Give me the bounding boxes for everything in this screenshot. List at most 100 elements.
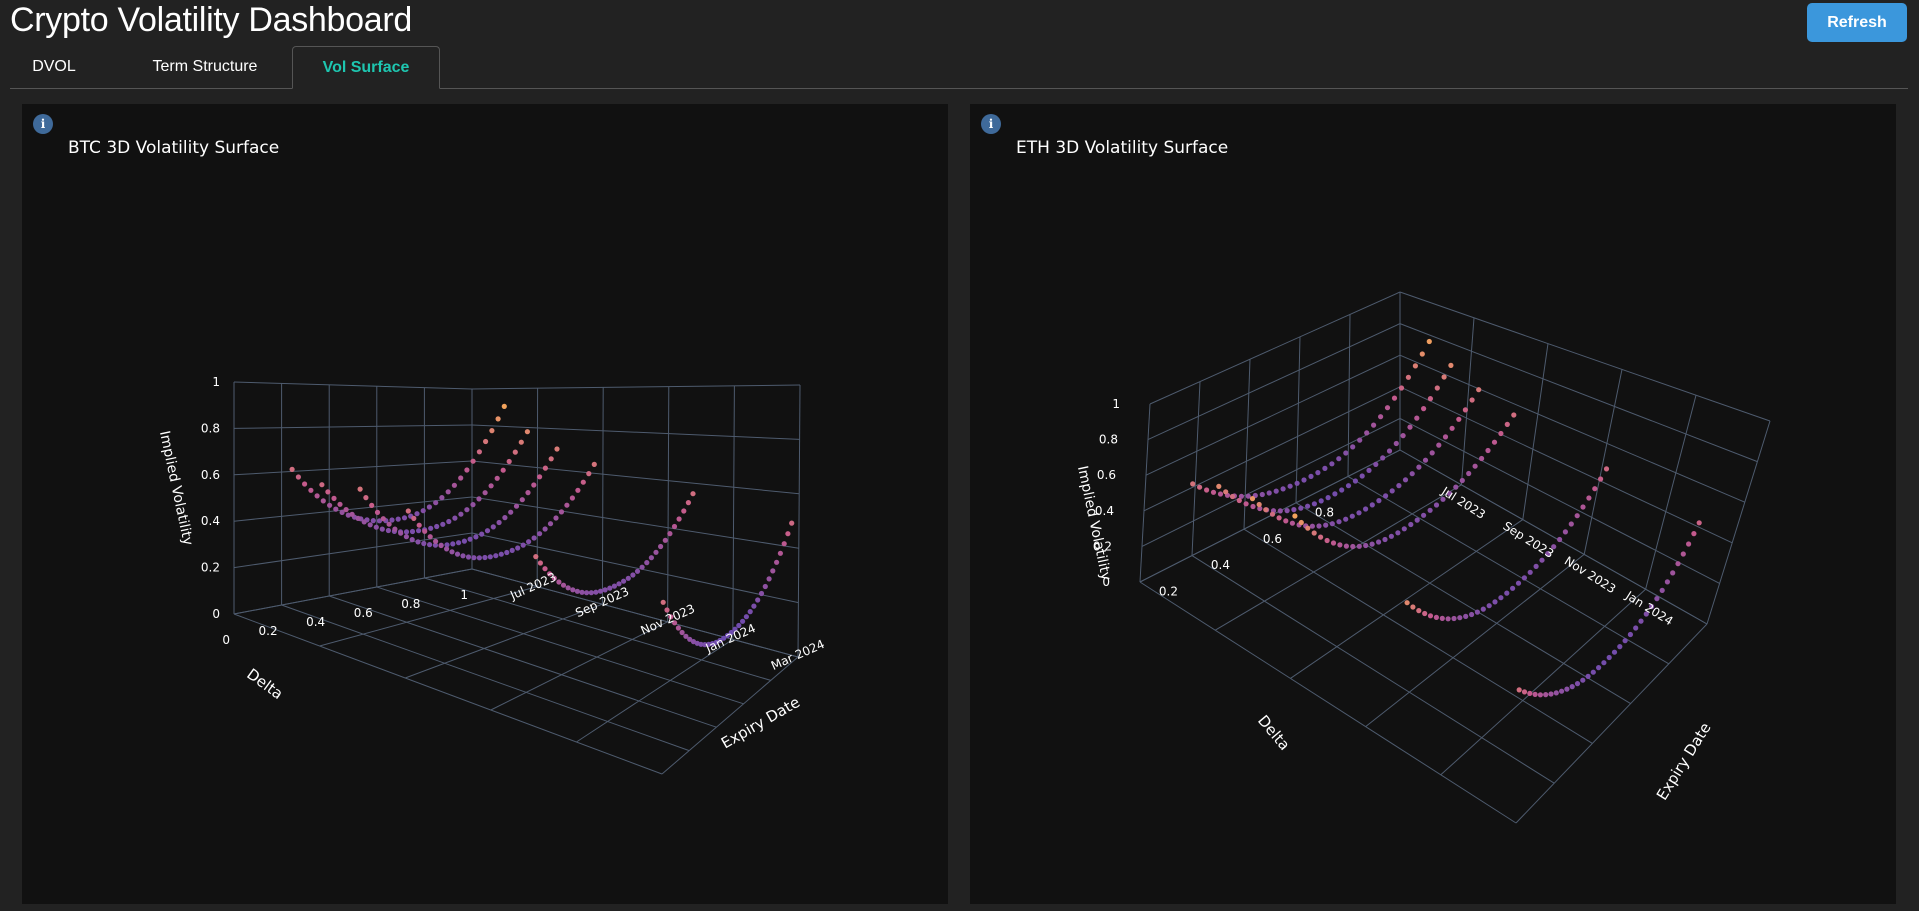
data-point: [1229, 493, 1236, 500]
data-point: [1545, 551, 1551, 557]
data-point: [513, 503, 520, 509]
data-point: [1277, 508, 1283, 514]
data-point: [524, 429, 530, 435]
data-point: [1590, 669, 1596, 675]
data-point: [542, 526, 548, 532]
data-point: [496, 519, 502, 526]
tab-dvol[interactable]: DVOL: [32, 58, 76, 75]
data-point: [515, 545, 521, 551]
grid-line: [281, 604, 690, 752]
data-point: [1259, 491, 1265, 498]
data-point: [494, 475, 500, 481]
tick-label: 0.4: [1211, 558, 1230, 572]
data-point: [1440, 496, 1446, 502]
data-points[interactable]: [289, 403, 795, 648]
data-point: [537, 474, 543, 480]
data-point: [531, 535, 537, 541]
data-point: [1336, 519, 1342, 525]
data-point: [1580, 504, 1586, 510]
data-point: [403, 534, 409, 540]
btc-surface-panel[interactable]: 0 0.2 0.4 0.6 0.8 1 0 0.2 0.4 0.6 0.8 1 Jul 2023 Sep …: [22, 104, 948, 904]
data-point: [470, 458, 476, 464]
data-point: [1378, 414, 1384, 420]
data-point: [736, 622, 742, 629]
data-point: [518, 439, 524, 445]
data-point: [1521, 689, 1528, 695]
grid-line: [667, 386, 670, 622]
data-point: [1363, 506, 1369, 512]
data-point: [717, 637, 723, 644]
data-point: [416, 528, 422, 534]
info-icon[interactable]: i: [33, 114, 53, 134]
data-point: [422, 528, 428, 534]
data-point: [1336, 456, 1342, 462]
data-point: [1548, 691, 1554, 697]
data-point: [385, 527, 391, 534]
grid-line: [1147, 323, 1401, 441]
data-point: [1603, 466, 1610, 472]
data-point: [1480, 606, 1486, 612]
data-point: [1686, 541, 1692, 547]
eth-surface-chart[interactable]: 0 0.2 0.4 0.6 0.8 1 0.2 0.4 0.6 0.8 Jul 2023 Sep 20…: [970, 104, 1896, 904]
data-point: [621, 578, 627, 584]
data-point: [1457, 615, 1463, 621]
data-point: [289, 466, 295, 472]
grid-line: [1515, 623, 1708, 824]
x-axis-title: Delta: [243, 665, 286, 703]
data-point: [502, 515, 508, 521]
data-point: [766, 576, 772, 582]
data-point: [751, 603, 757, 609]
data-point: [1436, 442, 1442, 448]
tick-label: 0.4: [201, 514, 220, 528]
data-point: [1291, 507, 1297, 513]
data-point: [320, 498, 326, 504]
grid-line: [1295, 502, 1631, 705]
data-point: [504, 549, 510, 556]
eth-surface-panel[interactable]: 0 0.2 0.4 0.6 0.8 1 0.2 0.4 0.6 0.8 Jul 2023 Sep 20…: [970, 104, 1896, 904]
data-point: [747, 609, 753, 615]
data-point: [1301, 477, 1307, 483]
data-point: [630, 572, 636, 578]
data-point: [1606, 654, 1612, 661]
data-point: [758, 590, 765, 597]
data-point: [398, 530, 404, 536]
refresh-button[interactable]: Refresh: [1807, 3, 1907, 42]
data-point: [639, 564, 645, 570]
data-point: [476, 496, 482, 502]
data-point: [490, 524, 496, 530]
data-point: [565, 585, 571, 591]
grid-line: [1214, 484, 1462, 631]
data-point: [724, 632, 731, 639]
tab-term-structure[interactable]: Term Structure: [152, 58, 258, 75]
data-point: [460, 553, 466, 559]
data-point: [1266, 490, 1272, 496]
grid-line: [1706, 420, 1771, 625]
grid-line: [661, 656, 799, 775]
data-point: [1388, 533, 1394, 539]
data-point: [1380, 455, 1386, 461]
data-point: [1633, 625, 1639, 631]
data-point: [1533, 563, 1539, 569]
data-point: [611, 583, 618, 589]
data-point: [1427, 507, 1433, 513]
grid-line: [1440, 588, 1646, 776]
data-point: [602, 587, 608, 593]
data-points[interactable]: [1190, 338, 1702, 698]
data-point: [327, 502, 333, 508]
tab-vol-surface[interactable]: Vol Surface: [292, 46, 440, 89]
data-point: [1386, 448, 1393, 454]
data-point: [560, 582, 567, 588]
grid-line: [1347, 475, 1670, 665]
tick-label: Sep 2023: [1501, 519, 1557, 561]
data-point: [1580, 677, 1586, 683]
data-point: [445, 489, 451, 495]
data-point: [1263, 507, 1269, 513]
data-point: [452, 515, 458, 521]
data-point: [1356, 543, 1362, 549]
grid-line: [1399, 386, 1733, 544]
data-point: [732, 626, 738, 632]
data-point: [409, 537, 415, 543]
data-point: [1280, 486, 1286, 492]
